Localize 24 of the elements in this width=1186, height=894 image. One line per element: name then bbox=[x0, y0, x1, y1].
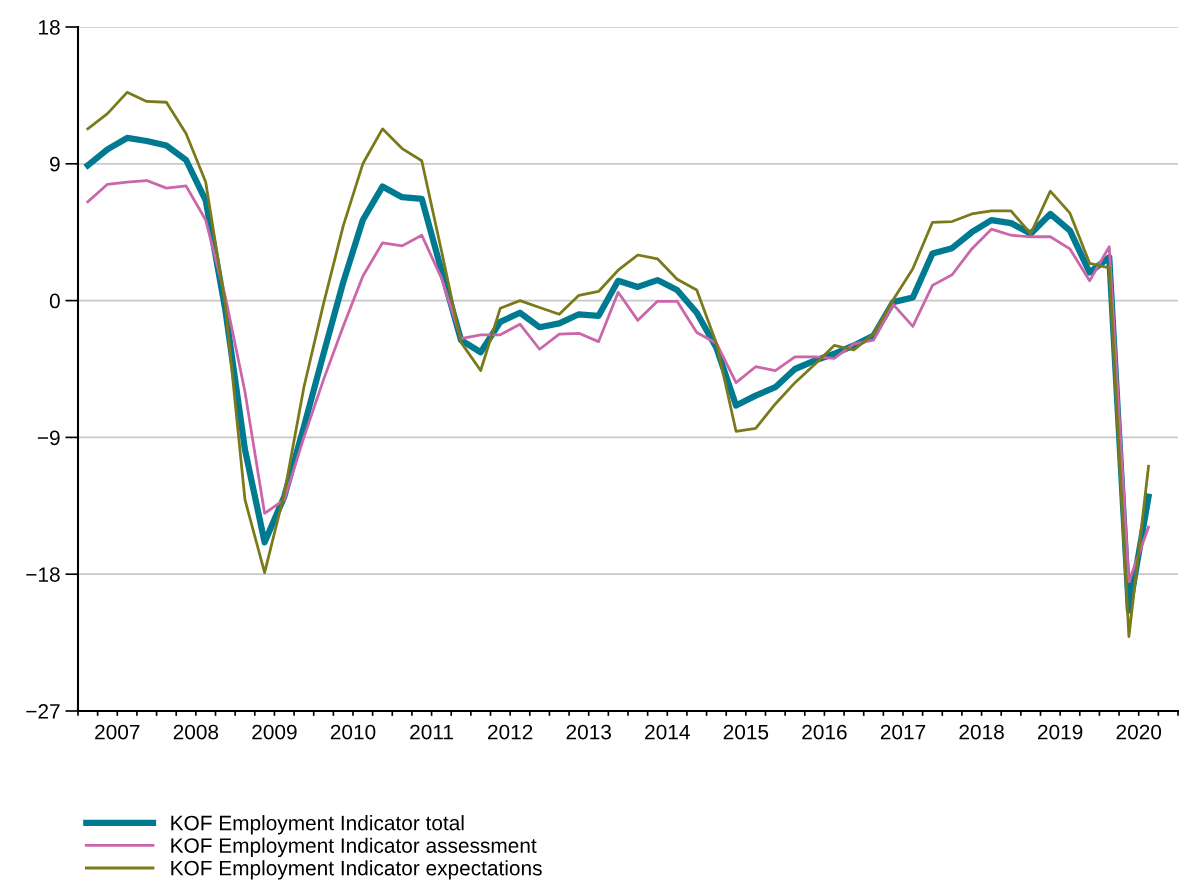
legend-label: KOF Employment Indicator total bbox=[171, 815, 464, 835]
x-tick-label: 2010 bbox=[330, 724, 376, 740]
y-tick-label: −9 bbox=[37, 430, 60, 446]
y-tick-label: 9 bbox=[50, 156, 60, 172]
x-tick-label: 2009 bbox=[252, 724, 297, 740]
y-tick-label: −18 bbox=[26, 567, 60, 582]
x-tick-label: 2007 bbox=[95, 724, 140, 740]
x-tick-label: 2017 bbox=[880, 724, 926, 740]
x-tick-label: 2019 bbox=[1038, 724, 1083, 740]
line-series bbox=[86, 179, 1150, 584]
y-tick-label: −27 bbox=[26, 704, 60, 719]
x-tick-label: 2012 bbox=[488, 724, 533, 740]
x-tick-label: 2011 bbox=[410, 724, 453, 740]
x-tick-label: 2020 bbox=[1116, 724, 1162, 740]
y-tick-label: 18 bbox=[39, 20, 60, 35]
legend-label: KOF Employment Indicator expectations bbox=[171, 860, 542, 880]
x-tick-label: 2014 bbox=[645, 724, 690, 740]
x-tick-label: 2013 bbox=[566, 724, 611, 740]
legend-label: KOF Employment Indicator assessment bbox=[171, 837, 537, 858]
x-tick-label: 2018 bbox=[959, 724, 1004, 740]
x-tick-label: 2015 bbox=[723, 724, 769, 740]
y-tick-label: 0 bbox=[49, 293, 60, 309]
x-tick-label: 2008 bbox=[173, 724, 219, 740]
x-tick-label: 2016 bbox=[802, 724, 847, 740]
